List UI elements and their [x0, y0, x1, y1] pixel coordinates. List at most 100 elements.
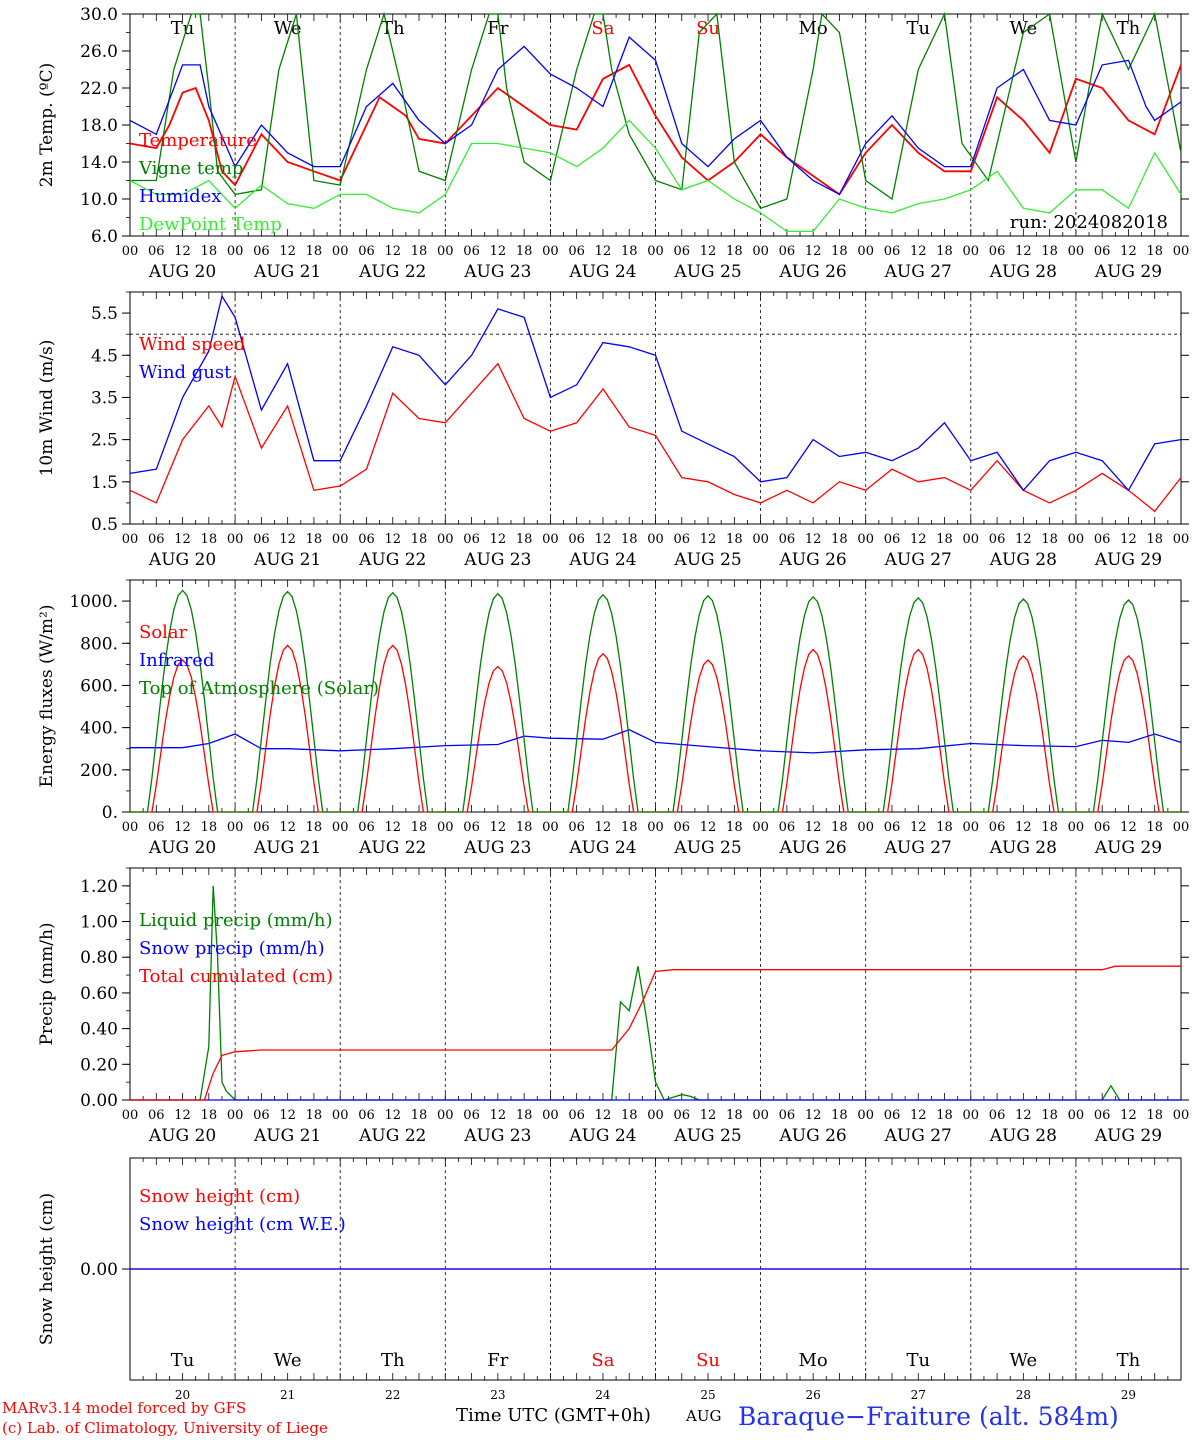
x-hour-label: 12: [490, 532, 507, 547]
legend-entry: Liquid precip (mm/h): [139, 910, 333, 931]
x-hour-label: 18: [1041, 1108, 1058, 1123]
x-hour-label: 18: [411, 1108, 428, 1123]
x-hour-label: 18: [516, 532, 533, 547]
x-hour-label: 12: [805, 244, 822, 259]
x-hour-label: 18: [1041, 820, 1058, 835]
x-hour-label: 18: [516, 1108, 533, 1123]
y-tick-label: 30.0: [80, 5, 118, 25]
x-hour-label: 18: [621, 244, 638, 259]
x-hour-label: 12: [279, 532, 296, 547]
x-hour-label: 00: [963, 820, 980, 835]
x-hour-label: 00: [227, 244, 244, 259]
weekday-label: Th: [381, 1350, 405, 1371]
x-hour-label: 18: [411, 820, 428, 835]
x-hour-label: 00: [332, 820, 349, 835]
series-line-infrared: [130, 728, 1182, 754]
x-hour-label: 12: [700, 820, 717, 835]
x-date-label: AUG 24: [568, 838, 636, 858]
x-hour-label: 06: [1094, 1108, 1111, 1123]
weekday-label: Mo: [799, 18, 828, 39]
x-hour-label: 00: [963, 532, 980, 547]
x-date-label: AUG 21: [253, 550, 321, 570]
x-hour-label: 00: [542, 244, 559, 259]
x-hour-label: 00: [122, 1108, 139, 1123]
weekday-label: Sa: [591, 1350, 614, 1371]
x-hour-label: 00: [1068, 244, 1085, 259]
x-hour-label: 12: [1015, 244, 1032, 259]
y-axis-label: 10m Wind (m/s): [37, 340, 57, 477]
x-hour-label: 00: [227, 1108, 244, 1123]
x-hour-label: 00: [437, 1108, 454, 1123]
x-hour-label: 18: [726, 1108, 743, 1123]
y-tick-label: 1000.: [69, 592, 118, 612]
x-date-label: AUG 25: [673, 550, 741, 570]
x-hour-label: 00: [752, 1108, 769, 1123]
x-hour-label: 12: [174, 820, 191, 835]
x-hour-label: 12: [174, 1108, 191, 1123]
y-tick-label: 600.: [80, 676, 118, 696]
x-hour-label: 00: [437, 532, 454, 547]
x-hour-label: 06: [148, 1108, 165, 1123]
x-hour-label: 12: [174, 532, 191, 547]
y-tick-label: 0.00: [80, 1091, 118, 1111]
x-date-label: AUG 27: [884, 550, 952, 570]
x-date-label: AUG 22: [358, 550, 426, 570]
month-label: AUG: [686, 1407, 722, 1425]
x-date-label: AUG 21: [253, 1126, 321, 1146]
weekday-label: Tu: [906, 18, 930, 39]
y-tick-label: 400.: [80, 719, 118, 739]
x-hour-label: 12: [1120, 532, 1137, 547]
x-date-label: AUG 24: [568, 550, 636, 570]
x-hour-label: 12: [1120, 820, 1137, 835]
x-hour-label: 12: [1120, 244, 1137, 259]
y-tick-label: 800.: [80, 634, 118, 654]
x-date-label: AUG 28: [989, 838, 1057, 858]
x-hour-label: 00: [1173, 532, 1190, 547]
x-hour-label: 12: [384, 532, 401, 547]
x-hour-label: 18: [201, 820, 218, 835]
x-date-label: AUG 29: [1094, 262, 1162, 282]
x-hour-label: 12: [805, 820, 822, 835]
legend-entry: Vigne temp: [138, 158, 243, 179]
x-hour-label: 18: [936, 532, 953, 547]
legend-entry: Solar: [139, 622, 188, 643]
x-hour-label: 00: [857, 244, 874, 259]
x-hour-label: 00: [227, 820, 244, 835]
y-tick-label: 1.5: [91, 473, 118, 493]
x-hour-label: 06: [253, 244, 270, 259]
x-hour-label: 06: [253, 820, 270, 835]
x-hour-label: 12: [174, 244, 191, 259]
x-hour-label: 00: [647, 532, 664, 547]
x-hour-label: 12: [910, 532, 927, 547]
x-hour-label: 00: [752, 244, 769, 259]
x-hour-label: 06: [674, 244, 691, 259]
x-hour-label: 18: [726, 532, 743, 547]
day-number-label: 28: [1016, 1388, 1031, 1402]
x-hour-label: 06: [989, 532, 1006, 547]
x-hour-label: 06: [568, 1108, 585, 1123]
x-date-label: AUG 25: [673, 1126, 741, 1146]
x-hour-label: 12: [595, 1108, 612, 1123]
x-hour-label: 18: [411, 532, 428, 547]
x-hour-label: 00: [963, 244, 980, 259]
weekday-label: Th: [381, 18, 405, 39]
x-hour-label: 06: [989, 820, 1006, 835]
series-line-humidex: [129, 35, 1182, 196]
x-hour-label: 12: [490, 820, 507, 835]
y-tick-label: 1.20: [80, 877, 118, 897]
legend-entry: Snow height (cm): [139, 1186, 300, 1207]
x-date-label: AUG 28: [989, 1126, 1057, 1146]
x-hour-label: 06: [568, 244, 585, 259]
y-tick-label: 0.80: [80, 948, 118, 968]
x-date-label: AUG 22: [358, 1126, 426, 1146]
x-hour-label: 00: [332, 1108, 349, 1123]
x-date-label: AUG 27: [884, 262, 952, 282]
x-date-label: AUG 28: [989, 262, 1057, 282]
model-credit: MARv3.14 model forced by GFS: [2, 1399, 247, 1417]
y-tick-label: 0.: [102, 803, 118, 823]
x-hour-label: 06: [884, 532, 901, 547]
x-hour-label: 06: [779, 532, 796, 547]
weekday-label: Sa: [591, 18, 614, 39]
x-hour-label: 00: [542, 1108, 559, 1123]
x-hour-label: 18: [201, 244, 218, 259]
